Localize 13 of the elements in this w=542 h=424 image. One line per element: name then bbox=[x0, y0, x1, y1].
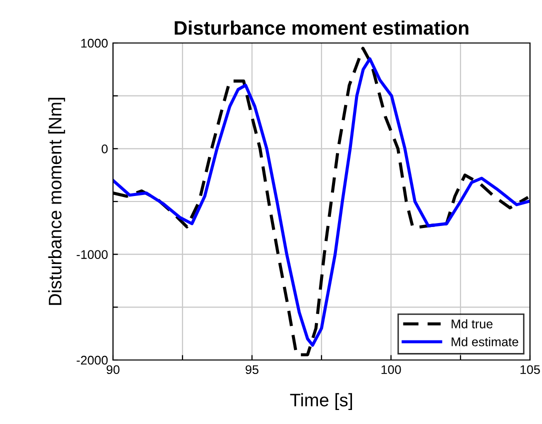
y-tick-label: 1000 bbox=[81, 38, 108, 48]
y-tick-label: 0 bbox=[102, 144, 108, 154]
legend-label: Md true bbox=[452, 319, 492, 328]
y-tick-label: -2000 bbox=[76, 356, 108, 365]
y-tick-label: -1000 bbox=[76, 250, 108, 259]
x-tick-label: 90 bbox=[106, 365, 120, 374]
legend-label: Md estimate bbox=[452, 337, 518, 346]
x-tick-label: 100 bbox=[382, 365, 401, 374]
y-axis-title: Disturbance moment [Nm] bbox=[48, 98, 66, 305]
x-axis-title: Time [s] bbox=[290, 393, 352, 410]
x-tick-label: 105 bbox=[520, 365, 540, 374]
chart-title: Disturbance moment estimation bbox=[174, 20, 468, 35]
x-tick-label: 95 bbox=[246, 365, 258, 374]
